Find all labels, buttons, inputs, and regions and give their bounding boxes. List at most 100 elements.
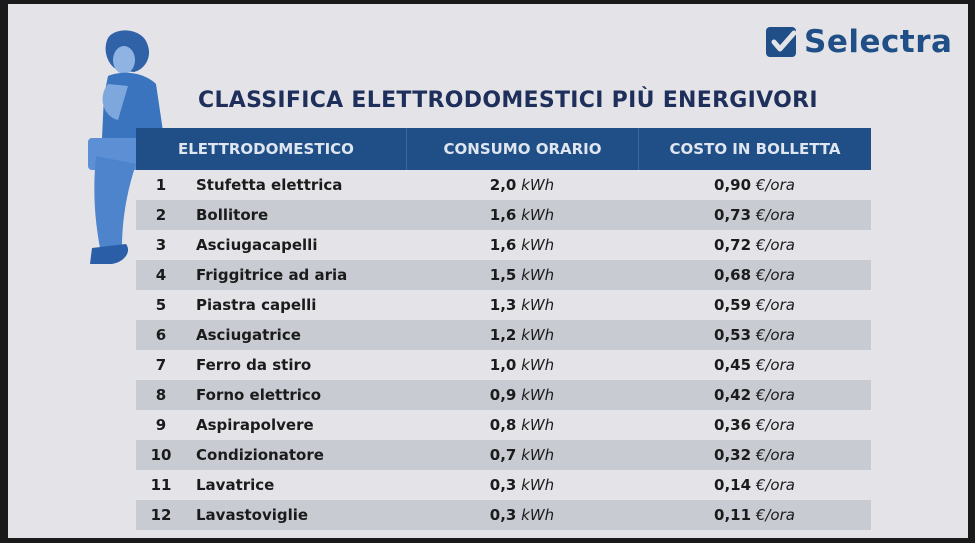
appliance-name-cell: Forno elettrico	[196, 386, 322, 404]
cost-value: 0,53	[714, 326, 752, 344]
rank-cell: 3	[155, 236, 167, 254]
rank-cell: 4	[155, 266, 167, 284]
consumption-cell: 0,3 kWh	[406, 476, 638, 494]
rank-cell: 8	[155, 386, 167, 404]
cost-value: 0,90	[714, 176, 752, 194]
cost-cell: 0,36 €/ora	[638, 416, 871, 434]
appliance-name-cell: Aspirapolvere	[196, 416, 314, 434]
consumption-cell: 0,3 kWh	[406, 506, 638, 524]
consumption-unit: kWh	[521, 356, 555, 374]
appliance-name-cell: Stufetta elettrica	[196, 176, 343, 194]
consumption-value: 0,9	[489, 386, 517, 404]
table-row: 8 Forno elettrico 0,9 kWh 0,42 €/ora	[136, 380, 871, 410]
column-header-cost: COSTO IN BOLLETTA	[638, 128, 871, 170]
rank-cell: 11	[150, 476, 172, 494]
appliance-name-cell: Ferro da stiro	[196, 356, 312, 374]
consumption-value: 0,3	[489, 506, 517, 524]
table-row: 7 Ferro da stiro 1,0 kWh 0,45 €/ora	[136, 350, 871, 380]
consumption-cell: 1,6 kWh	[406, 236, 638, 254]
table-row: 10 Condizionatore 0,7 kWh 0,32 €/ora	[136, 440, 871, 470]
cost-value: 0,73	[714, 206, 752, 224]
cost-unit: €/ora	[755, 176, 795, 194]
table-row: 11 Lavatrice 0,3 kWh 0,14 €/ora	[136, 470, 871, 500]
cost-value: 0,72	[714, 236, 752, 254]
cost-value: 0,32	[714, 446, 752, 464]
cost-unit: €/ora	[755, 236, 795, 254]
consumption-unit: kWh	[521, 416, 555, 434]
cost-cell: 0,90 €/ora	[638, 176, 871, 194]
appliance-name-cell: Friggitrice ad aria	[196, 266, 348, 284]
cost-value: 0,59	[714, 296, 752, 314]
consumption-cell: 0,7 kWh	[406, 446, 638, 464]
cost-unit: €/ora	[755, 416, 795, 434]
consumption-unit: kWh	[521, 476, 555, 494]
consumption-cell: 1,5 kWh	[406, 266, 638, 284]
brand-name: Selectra	[804, 24, 953, 60]
table-row: 2 Bollitore 1,6 kWh 0,73 €/ora	[136, 200, 871, 230]
cost-value: 0,14	[714, 476, 752, 494]
infographic-frame: Selectra CLASSIFICA ELETTRODOMESTICI PIÙ…	[8, 4, 968, 538]
cost-cell: 0,72 €/ora	[638, 236, 871, 254]
consumption-value: 0,8	[489, 416, 517, 434]
rank-cell: 1	[155, 176, 167, 194]
cost-cell: 0,53 €/ora	[638, 326, 871, 344]
consumption-value: 1,2	[489, 326, 517, 344]
rank-cell: 7	[155, 356, 167, 374]
appliance-table: ELETTRODOMESTICO CONSUMO ORARIO COSTO IN…	[136, 128, 871, 530]
consumption-value: 1,5	[489, 266, 517, 284]
selectra-logo: Selectra	[766, 22, 952, 62]
consumption-value: 2,0	[489, 176, 517, 194]
appliance-name-cell: Piastra capelli	[196, 296, 317, 314]
appliance-name-cell: Asciugatrice	[196, 326, 301, 344]
cost-cell: 0,11 €/ora	[638, 506, 871, 524]
consumption-cell: 1,2 kWh	[406, 326, 638, 344]
table-header: ELETTRODOMESTICO CONSUMO ORARIO COSTO IN…	[136, 128, 871, 170]
consumption-unit: kWh	[521, 206, 555, 224]
cost-unit: €/ora	[755, 506, 795, 524]
consumption-unit: kWh	[521, 326, 555, 344]
consumption-value: 0,7	[489, 446, 517, 464]
rank-cell: 10	[150, 446, 172, 464]
consumption-cell: 2,0 kWh	[406, 176, 638, 194]
cost-value: 0,36	[714, 416, 752, 434]
appliance-name-cell: Lavatrice	[196, 476, 275, 494]
consumption-value: 1,0	[489, 356, 517, 374]
cost-value: 0,42	[714, 386, 752, 404]
consumption-unit: kWh	[521, 386, 555, 404]
rank-cell: 12	[150, 506, 172, 524]
cost-unit: €/ora	[755, 206, 795, 224]
cost-value: 0,45	[714, 356, 752, 374]
consumption-value: 0,3	[489, 476, 517, 494]
cost-cell: 0,68 €/ora	[638, 266, 871, 284]
consumption-value: 1,3	[489, 296, 517, 314]
consumption-value: 1,6	[489, 236, 517, 254]
consumption-unit: kWh	[521, 296, 555, 314]
rank-cell: 6	[155, 326, 167, 344]
cost-unit: €/ora	[755, 326, 795, 344]
cost-cell: 0,45 €/ora	[638, 356, 871, 374]
appliance-name-cell: Bollitore	[196, 206, 269, 224]
cost-value: 0,11	[714, 506, 752, 524]
cost-unit: €/ora	[755, 296, 795, 314]
thinking-person-illustration	[78, 26, 178, 275]
cost-cell: 0,32 €/ora	[638, 446, 871, 464]
cost-unit: €/ora	[755, 356, 795, 374]
table-row: 1 Stufetta elettrica 2,0 kWh 0,90 €/ora	[136, 170, 871, 200]
table-row: 3 Asciugacapelli 1,6 kWh 0,72 €/ora	[136, 230, 871, 260]
cost-cell: 0,42 €/ora	[638, 386, 871, 404]
rank-cell: 5	[155, 296, 167, 314]
table-row: 9 Aspirapolvere 0,8 kWh 0,36 €/ora	[136, 410, 871, 440]
consumption-unit: kWh	[521, 266, 555, 284]
page-title: CLASSIFICA ELETTRODOMESTICI PIÙ ENERGIVO…	[198, 88, 818, 113]
table-row: 5 Piastra capelli 1,3 kWh 0,59 €/ora	[136, 290, 871, 320]
cost-unit: €/ora	[755, 386, 795, 404]
consumption-cell: 0,8 kWh	[406, 416, 638, 434]
consumption-cell: 1,0 kWh	[406, 356, 638, 374]
cost-cell: 0,59 €/ora	[638, 296, 871, 314]
cost-cell: 0,14 €/ora	[638, 476, 871, 494]
appliance-name-cell: Condizionatore	[196, 446, 324, 464]
consumption-unit: kWh	[521, 236, 555, 254]
rank-cell: 9	[155, 416, 167, 434]
checkmark-icon	[766, 27, 797, 57]
consumption-cell: 1,6 kWh	[406, 206, 638, 224]
